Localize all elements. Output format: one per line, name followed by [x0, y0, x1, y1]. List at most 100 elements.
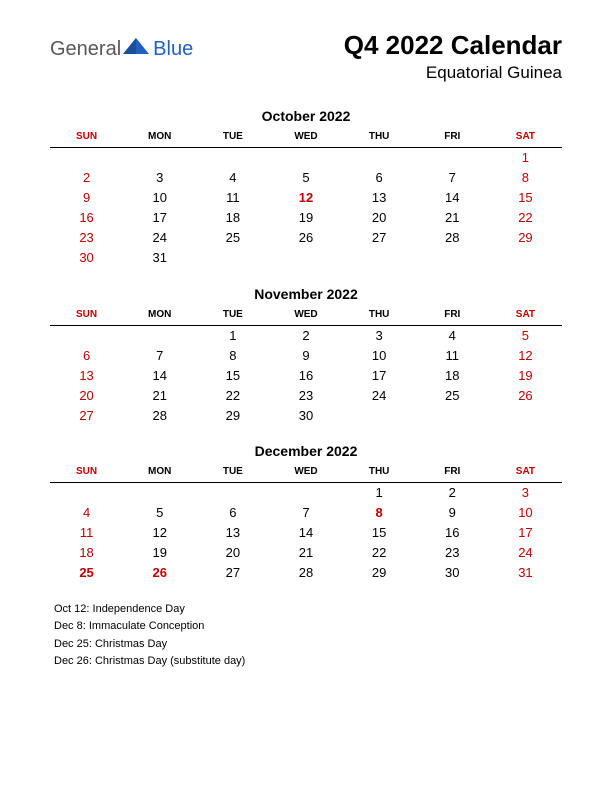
- day-cell: 19: [489, 365, 562, 385]
- day-cell: 19: [123, 543, 196, 563]
- calendar-month: December 2022SUNMONTUEWEDTHUFRISAT123456…: [50, 443, 562, 583]
- day-cell: 11: [50, 523, 123, 543]
- day-cell: 4: [416, 325, 489, 345]
- day-cell: 1: [343, 483, 416, 503]
- day-cell: 30: [50, 248, 123, 268]
- day-cell: 21: [416, 208, 489, 228]
- day-cell: 2: [416, 483, 489, 503]
- week-row: 6789101112: [50, 345, 562, 365]
- month-title: November 2022: [50, 286, 562, 302]
- holiday-entry: Dec 26: Christmas Day (substitute day): [54, 653, 562, 671]
- day-cell: 29: [489, 228, 562, 248]
- day-cell: [343, 148, 416, 168]
- day-cell: 27: [196, 563, 269, 583]
- day-cell: 31: [489, 563, 562, 583]
- day-cell: 13: [50, 365, 123, 385]
- day-cell: 15: [196, 365, 269, 385]
- week-row: 27282930: [50, 405, 562, 425]
- day-cell: 1: [489, 148, 562, 168]
- calendar-month: November 2022SUNMONTUEWEDTHUFRISAT123456…: [50, 286, 562, 426]
- logo-triangle-icon: [123, 36, 149, 54]
- week-row: 3031: [50, 248, 562, 268]
- day-cell: [343, 248, 416, 268]
- day-cell: 1: [196, 325, 269, 345]
- day-cell: 15: [489, 188, 562, 208]
- day-cell: 17: [489, 523, 562, 543]
- day-cell: 4: [196, 168, 269, 188]
- day-cell: 5: [123, 503, 196, 523]
- holiday-list: Oct 12: Independence DayDec 8: Immaculat…: [50, 601, 562, 671]
- day-cell: 31: [123, 248, 196, 268]
- day-cell: [123, 148, 196, 168]
- day-cell: 10: [489, 503, 562, 523]
- day-cell: 24: [343, 385, 416, 405]
- day-cell: 18: [416, 365, 489, 385]
- day-cell: [269, 148, 342, 168]
- weekday-header: FRI: [416, 128, 489, 148]
- day-cell: 21: [269, 543, 342, 563]
- week-row: 20212223242526: [50, 385, 562, 405]
- day-cell: [50, 483, 123, 503]
- day-cell: [196, 483, 269, 503]
- day-cell: 24: [489, 543, 562, 563]
- day-cell: 11: [196, 188, 269, 208]
- day-cell: 22: [489, 208, 562, 228]
- month-table: SUNMONTUEWEDTHUFRISAT1234567891011121314…: [50, 306, 562, 426]
- day-cell: 2: [50, 168, 123, 188]
- weekday-header: TUE: [196, 306, 269, 326]
- day-cell: 11: [416, 345, 489, 365]
- day-cell: 3: [343, 325, 416, 345]
- day-cell: 22: [343, 543, 416, 563]
- day-cell: 17: [343, 365, 416, 385]
- day-cell: 28: [416, 228, 489, 248]
- weekday-header: THU: [343, 128, 416, 148]
- weekday-header: FRI: [416, 463, 489, 483]
- day-cell: 5: [269, 168, 342, 188]
- day-cell: 10: [123, 188, 196, 208]
- day-cell: 7: [416, 168, 489, 188]
- weekday-header: FRI: [416, 306, 489, 326]
- weekday-header: MON: [123, 463, 196, 483]
- weekday-header: WED: [269, 306, 342, 326]
- day-cell: 7: [123, 345, 196, 365]
- weekday-header: SAT: [489, 463, 562, 483]
- day-cell: 26: [489, 385, 562, 405]
- day-cell: 25: [196, 228, 269, 248]
- month-table: SUNMONTUEWEDTHUFRISAT1234567891011121314…: [50, 128, 562, 268]
- week-row: 12345: [50, 325, 562, 345]
- day-cell: 25: [416, 385, 489, 405]
- day-cell: 15: [343, 523, 416, 543]
- weekday-header: TUE: [196, 128, 269, 148]
- day-cell: 27: [343, 228, 416, 248]
- weekday-header: SAT: [489, 306, 562, 326]
- day-cell: [50, 325, 123, 345]
- calendar-month: October 2022SUNMONTUEWEDTHUFRISAT1234567…: [50, 108, 562, 268]
- day-cell: [196, 148, 269, 168]
- logo: General Blue: [50, 36, 193, 62]
- day-cell: 30: [416, 563, 489, 583]
- day-cell: 26: [269, 228, 342, 248]
- day-cell: 9: [269, 345, 342, 365]
- week-row: 1: [50, 148, 562, 168]
- week-row: 25262728293031: [50, 563, 562, 583]
- day-cell: 22: [196, 385, 269, 405]
- week-row: 18192021222324: [50, 543, 562, 563]
- weekday-header: WED: [269, 128, 342, 148]
- logo-word1: General: [50, 38, 121, 61]
- day-cell: 8: [489, 168, 562, 188]
- page-title: Q4 2022 Calendar: [344, 30, 562, 61]
- day-cell: 3: [123, 168, 196, 188]
- day-cell: 28: [269, 563, 342, 583]
- day-cell: 13: [343, 188, 416, 208]
- week-row: 11121314151617: [50, 523, 562, 543]
- day-cell: [416, 148, 489, 168]
- weekday-header: MON: [123, 306, 196, 326]
- day-cell: 12: [269, 188, 342, 208]
- day-cell: [269, 248, 342, 268]
- week-row: 2345678: [50, 168, 562, 188]
- day-cell: 29: [196, 405, 269, 425]
- day-cell: 14: [269, 523, 342, 543]
- day-cell: 14: [123, 365, 196, 385]
- day-cell: 12: [123, 523, 196, 543]
- day-cell: [50, 148, 123, 168]
